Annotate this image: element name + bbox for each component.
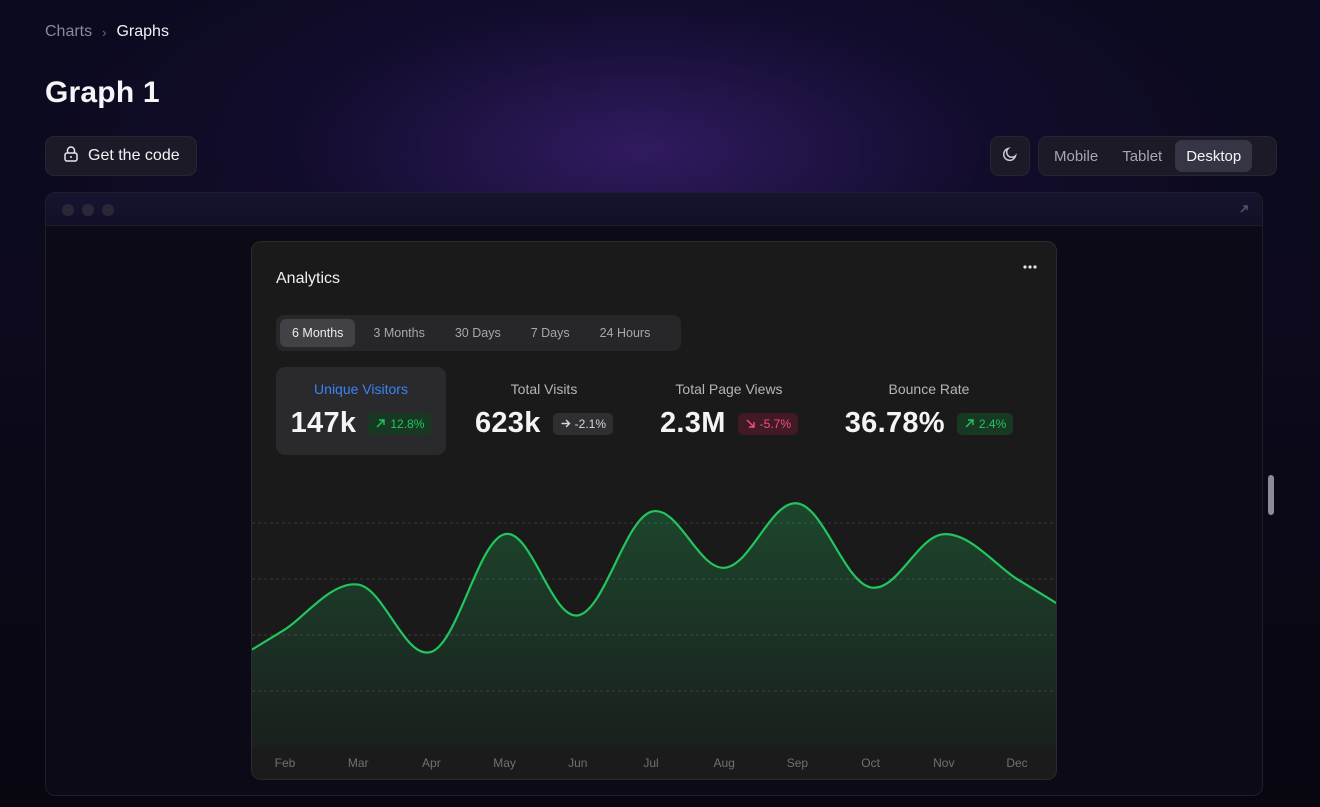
x-tick-label: Jun [568,756,588,770]
theme-toggle-button[interactable] [990,136,1030,176]
stat-unique-visitors[interactable]: Unique Visitors 147k 12.8% [276,367,446,455]
change-value: -5.7% [759,416,792,431]
x-tick-label: Jul [643,756,659,770]
chart-area-fill [252,503,1056,748]
x-tick-label: Feb [274,756,296,770]
more-options-icon[interactable] [1020,260,1040,274]
page-title: Graph 1 [45,76,160,109]
stat-value: 623k [474,407,541,439]
change-badge: -2.1% [552,412,614,435]
breadcrumb-current: Graphs [116,23,169,40]
x-tick-label: Sep [786,756,809,770]
tab-24-hours[interactable]: 24 Hours [599,326,651,340]
change-value: 12.8% [390,416,425,431]
x-axis: Feb Mar Apr May Jun Jul Aug Sep Oct Nov Dec [252,748,1056,779]
chevron-right-icon: › [102,24,107,40]
stat-value: 2.3M [659,407,726,439]
window-dot [102,204,114,216]
device-mobile-button[interactable]: Mobile [1054,147,1099,165]
stat-label: Bounce Rate [888,381,970,397]
x-tick-label: May [493,756,516,770]
stat-label: Total Page Views [675,381,783,397]
tab-7-days[interactable]: 7 Days [530,326,570,340]
scrollbar-thumb[interactable] [1268,475,1274,515]
x-tick-label: Aug [713,756,735,770]
lock-icon [62,145,80,168]
chart-line [252,502,1056,654]
arrow-up-right-icon [965,419,974,428]
device-desktop-button[interactable]: Desktop [1175,140,1253,172]
change-value: 2.4% [978,416,1007,431]
analytics-card: Analytics 6 Months 3 Months 30 Days 7 Da… [251,241,1057,780]
window-dots [62,204,114,216]
stat-label: Unique Visitors [314,381,408,397]
x-tick-label: Oct [861,756,880,770]
window-dot [82,204,94,216]
stat-bounce-rate[interactable]: Bounce Rate 36.78% 2.4% [824,367,1034,455]
tab-30-days[interactable]: 30 Days [454,326,501,340]
x-tick-label: Dec [1006,756,1028,770]
tab-6-months[interactable]: 6 Months [280,319,356,347]
stat-label: Total Visits [510,381,578,397]
stat-total-visits[interactable]: Total Visits 623k -2.1% [452,367,636,455]
window-dot [62,204,74,216]
area-chart [252,502,1056,748]
breadcrumb-parent[interactable]: Charts [45,23,93,40]
change-badge: -5.7% [737,412,799,435]
arrow-up-right-icon [376,419,386,428]
tab-3-months[interactable]: 3 Months [373,326,425,340]
change-value: -2.1% [574,416,607,431]
get-code-label: Get the code [88,147,180,164]
change-badge: 12.8% [368,412,432,435]
range-tabs: 6 Months 3 Months 30 Days 7 Days 24 Hour… [276,315,681,351]
breadcrumb: Charts › Graphs [45,23,169,41]
stat-value: 36.78% [844,407,945,439]
expand-icon[interactable] [1238,203,1250,215]
preview-window-bar [46,193,1262,226]
device-tablet-button[interactable]: Tablet [1122,147,1163,165]
get-code-button[interactable]: Get the code [45,136,197,176]
device-toggle: Mobile Tablet Desktop [1038,136,1277,176]
x-tick-label: Mar [347,756,369,770]
stat-total-page-views[interactable]: Total Page Views 2.3M -5.7% [642,367,816,455]
arrow-right-icon [561,419,571,428]
change-badge: 2.4% [956,412,1014,435]
stat-value: 147k [290,407,357,439]
arrow-down-right-icon [746,419,755,428]
x-tick-label: Apr [422,756,441,770]
card-title: Analytics [276,270,341,287]
moon-icon [1001,145,1019,168]
x-tick-label: Nov [933,756,955,770]
